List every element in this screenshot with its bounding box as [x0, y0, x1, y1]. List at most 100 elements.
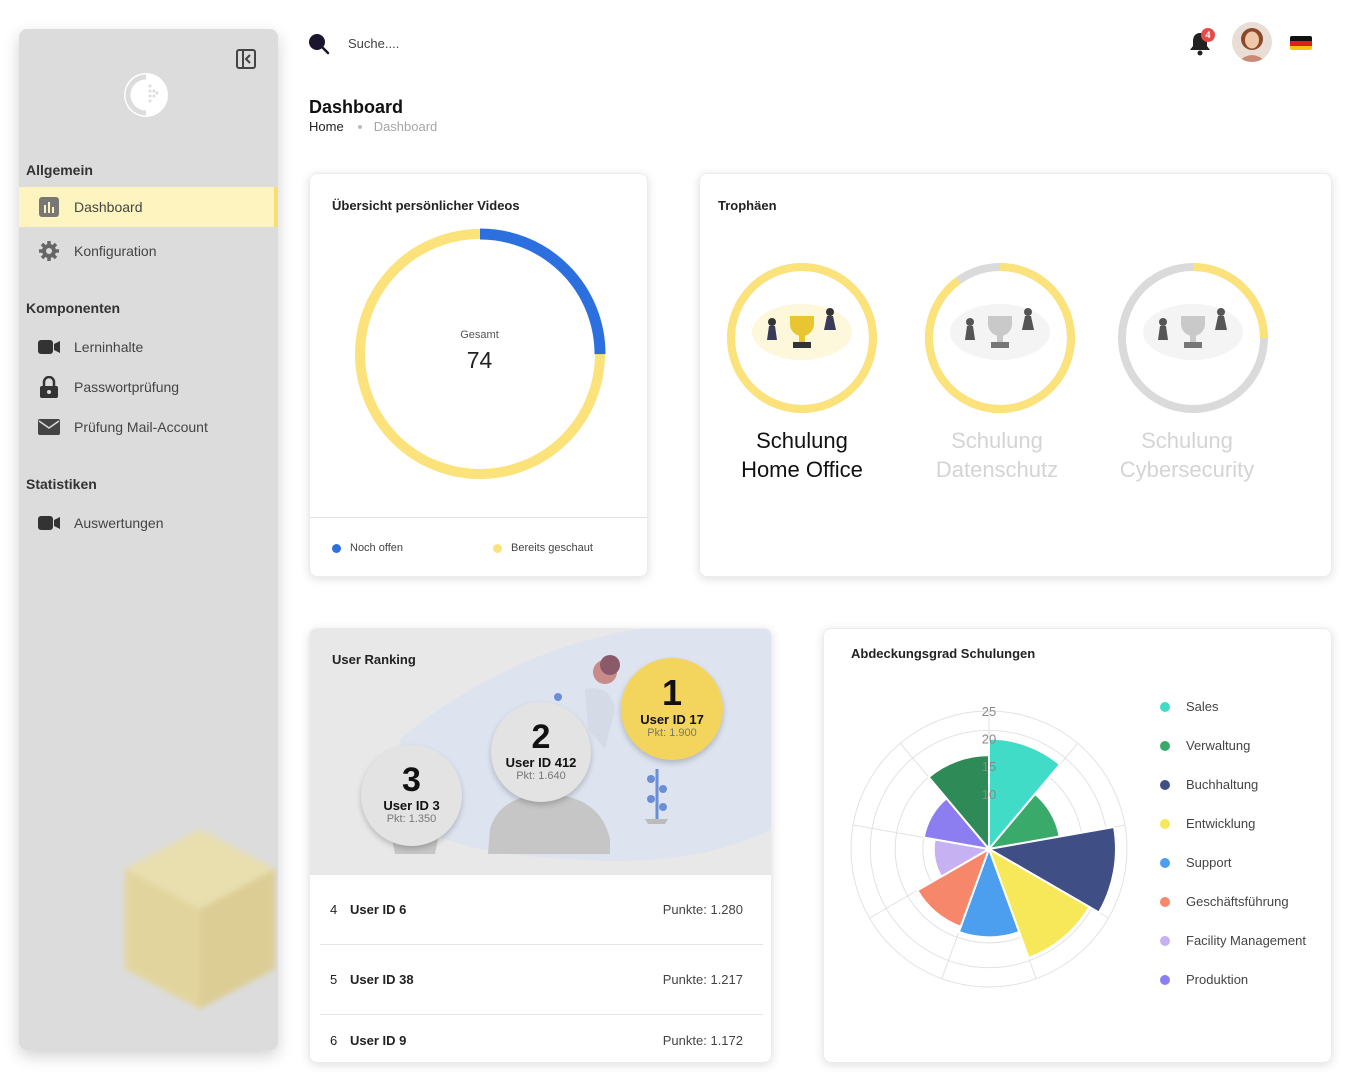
legend-item-facility-management[interactable]: Facility Management: [1160, 933, 1306, 948]
legend-dot: [1160, 857, 1170, 868]
rank-position: 6: [330, 1032, 338, 1048]
legend-open: Noch offen: [332, 542, 403, 554]
videos-donut-chart: [354, 228, 606, 480]
legend-item-geschaeftsfuehrung[interactable]: Geschäftsführung: [1160, 894, 1289, 909]
trophy-datenschutz[interactable]: [920, 258, 1080, 418]
podium-rank-number: 3: [402, 761, 421, 799]
lock-icon: [38, 376, 60, 398]
polar-segment: [915, 846, 991, 929]
sidebar-item-label: Prüfung Mail-Account: [74, 419, 208, 435]
legend-item-sales[interactable]: Sales: [1160, 699, 1219, 714]
trophy-title-line: Schulung: [756, 428, 848, 453]
trophy-home-office[interactable]: [722, 258, 882, 418]
legend-dot: [1160, 974, 1170, 985]
podium-points: Pkt: 1.900: [647, 727, 697, 739]
breadcrumb-separator: [357, 124, 362, 129]
search-icon[interactable]: [308, 33, 330, 55]
trophy-title-line: Datenschutz: [935, 457, 1059, 482]
card-title: Trophäen: [718, 198, 777, 213]
polar-tick-label: 20: [982, 732, 996, 747]
sidebar-item-reports[interactable]: Auswertungen: [19, 503, 278, 543]
rank-points: Punkte: 1.217: [662, 972, 743, 987]
polar-tick-label: 10: [982, 787, 996, 802]
legend-item-verwaltung[interactable]: Verwaltung: [1160, 738, 1250, 753]
donut-total-label: Gesamt: [460, 329, 499, 341]
training-coverage-card: Abdeckungsgrad Schulungen 10 15 20 25 Sales…: [823, 628, 1332, 1063]
podium-rank-number: 2: [531, 718, 551, 756]
polar-segment: [987, 846, 1091, 960]
donut-total-value: 74: [466, 347, 493, 373]
trophy-title-line: Cybersecurity: [1119, 457, 1255, 482]
legend-dot: [1160, 896, 1170, 907]
sidebar-item-learning[interactable]: Lerninhalte: [19, 327, 278, 367]
legend-dot: [332, 543, 341, 553]
legend-label: Support: [1186, 855, 1232, 870]
breadcrumb-home[interactable]: Home: [309, 119, 344, 134]
coverage-polar-area-chart: 10 15 20 25: [850, 704, 1128, 988]
rank-position: 5: [330, 972, 338, 987]
brand-logo: [123, 68, 169, 122]
sidebar: Allgemein Dashboard Konfiguration Kompon…: [19, 29, 278, 1050]
rank-user: User ID 9: [350, 1032, 407, 1048]
legend-label: Noch offen: [350, 542, 404, 554]
legend-item-support[interactable]: Support: [1160, 855, 1232, 870]
user-ranking-card: User Ranking 1 User ID 17 Pkt: 1.900 2 U…: [309, 628, 772, 1063]
sidebar-item-label: Lerninhalte: [74, 339, 144, 355]
trophy-cybersecurity[interactable]: [1113, 258, 1273, 418]
legend-item-produktion[interactable]: Produktion: [1160, 972, 1248, 987]
card-title: User Ranking: [332, 652, 416, 667]
trophy-title-line: Schulung: [951, 428, 1043, 453]
trophy-title-cybersecurity: Schulung Cybersecurity: [1087, 426, 1287, 484]
podium-rank-3[interactable]: 3 User ID 3 Pkt: 1.350: [361, 745, 462, 846]
legend-item-buchhaltung[interactable]: Buchhaltung: [1160, 777, 1258, 792]
podium-rank-number: 1: [661, 672, 683, 713]
legend-label: Geschäftsführung: [1186, 894, 1289, 909]
videos-overview-card: Übersicht persönlicher Videos Gesamt 74 …: [309, 173, 648, 577]
legend-dot: [1160, 740, 1170, 751]
rank-user: User ID 6: [350, 902, 407, 917]
collapse-sidebar-icon[interactable]: [235, 48, 257, 70]
podium-rank-2[interactable]: 2 User ID 412 Pkt: 1.640: [491, 702, 591, 802]
polar-segment: [927, 754, 990, 852]
section-components: Komponenten: [26, 300, 121, 316]
sidebar-item-label: Auswertungen: [74, 515, 164, 531]
legend-dot: [1160, 701, 1170, 712]
legend-label: Buchhaltung: [1186, 777, 1259, 792]
video-camera-icon: [38, 336, 60, 358]
bar-chart-icon: [38, 196, 60, 218]
sidebar-item-password[interactable]: Passwortprüfung: [19, 367, 278, 407]
rank-position: 4: [330, 902, 338, 917]
legend-label: Facility Management: [1186, 933, 1306, 948]
page-title: Dashboard: [309, 97, 404, 117]
divider: [310, 517, 647, 518]
table-row[interactable]: 5 User ID 38 Punkte: 1.217: [320, 945, 763, 1015]
search-input[interactable]: [348, 32, 548, 54]
legend-item-entwicklung[interactable]: Entwicklung: [1160, 816, 1255, 831]
polar-tick-label: 25: [982, 704, 996, 719]
sidebar-item-label: Passwortprüfung: [74, 379, 180, 395]
podium-user: User ID 3: [383, 798, 440, 813]
table-row[interactable]: 4 User ID 6 Punkte: 1.280: [320, 875, 763, 945]
legend-label: Sales: [1186, 699, 1219, 714]
rank-points: Punkte: 1.280: [662, 902, 743, 917]
user-avatar[interactable]: [1232, 22, 1272, 62]
legend-dot: [1160, 779, 1170, 790]
rank-points: Punkte: 1.172: [662, 1032, 743, 1048]
video-camera-icon: [38, 512, 60, 534]
podium-points: Pkt: 1.640: [516, 770, 566, 782]
table-row[interactable]: 6 User ID 9 Punkte: 1.172: [320, 1015, 763, 1062]
section-statistics: Statistiken: [26, 476, 97, 492]
sidebar-item-configuration[interactable]: Konfiguration: [19, 231, 278, 271]
polar-tick-label: 15: [982, 759, 996, 774]
sidebar-item-label: Konfiguration: [74, 243, 157, 259]
breadcrumb: Home Dashboard: [309, 119, 437, 134]
language-flag-de-icon[interactable]: [1290, 36, 1312, 50]
podium-rank-1[interactable]: 1 User ID 17 Pkt: 1.900: [621, 658, 723, 760]
sidebar-item-mail[interactable]: Prüfung Mail-Account: [19, 407, 278, 447]
gear-icon: [38, 240, 60, 262]
trophies-card: Trophäen Schulung Home Office Schulung D…: [699, 173, 1332, 577]
sidebar-item-dashboard[interactable]: Dashboard: [19, 187, 278, 227]
donut-open-segment: [354, 228, 606, 480]
notification-count-badge: 4: [1201, 28, 1215, 42]
legend-dot: [493, 543, 502, 553]
